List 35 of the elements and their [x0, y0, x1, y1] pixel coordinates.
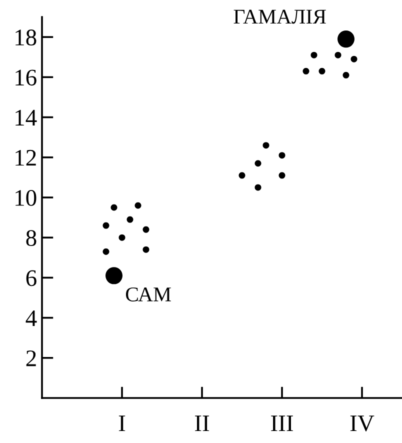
x-tick-label: I [118, 416, 126, 432]
point [142, 246, 150, 253]
point [262, 142, 270, 149]
point [278, 152, 286, 159]
y-tick-label: 16 [16, 70, 36, 86]
y-tick-label: 2 [26, 350, 36, 366]
point [350, 56, 358, 62]
point [102, 248, 110, 255]
y-tick-label: 14 [16, 110, 37, 126]
y-tick-label: 8 [26, 230, 36, 246]
point [118, 234, 126, 241]
x-tick-label: IV [350, 416, 374, 432]
point [142, 226, 150, 233]
y-tick-label: 4 [26, 310, 37, 326]
point [278, 172, 286, 179]
point [318, 68, 326, 74]
point [342, 72, 350, 78]
annotation: ГАМАЛІЯ [234, 10, 326, 24]
y-tick-label: 10 [16, 190, 36, 206]
point [254, 184, 262, 191]
point [134, 202, 142, 209]
y-tick-label: 12 [16, 150, 36, 166]
annotation: САМ [126, 287, 171, 302]
point [102, 222, 110, 229]
x-tick-label: II [194, 416, 210, 432]
point [334, 52, 342, 58]
point [310, 52, 318, 58]
y-tick-label: 6 [26, 270, 36, 286]
y-tick-label: 18 [16, 30, 36, 46]
point [110, 204, 118, 211]
x-tick-label: III [271, 416, 293, 432]
point [254, 160, 262, 167]
point [126, 216, 134, 223]
point [302, 68, 310, 74]
point [238, 172, 246, 179]
